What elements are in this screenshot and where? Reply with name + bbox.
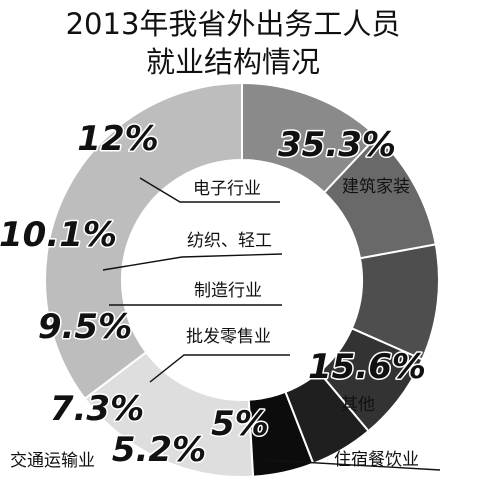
leader-line-5 [149, 354, 290, 383]
category-label-2: 其他 [341, 395, 375, 415]
leader-line-7 [102, 253, 283, 271]
category-label-7: 纺织、轻工 [187, 231, 272, 251]
percentage-label-8: 12% [77, 119, 158, 159]
percentage-label-6: 9.5% [38, 307, 132, 347]
category-label-8: 电子行业 [193, 179, 261, 199]
donut-slice-1 [44, 81, 243, 401]
category-label-5: 批发零售业 [186, 327, 271, 347]
donut-slice-8 [241, 81, 379, 194]
percentage-label-3: 5% [211, 404, 269, 444]
chart-title-line-1: 2013年我省外出务工人员 [66, 7, 401, 41]
leader-lines [102, 177, 441, 471]
category-label-4: 交通运输业 [10, 451, 95, 471]
category-label-1: 建筑家装 [342, 177, 410, 197]
percentage-labels: 35.3% 15.6% 5%5.2%7.3% 9.5% 10.1% 12% [0, 118, 427, 472]
category-label-6: 制造行业 [194, 281, 262, 301]
percentage-label-5: 7.3% [50, 389, 144, 429]
percentage-label-4: 5.2% [112, 430, 206, 470]
leader-line-8 [139, 177, 280, 203]
leader-line-3 [265, 459, 441, 471]
percentage-label-2: 15.6% [308, 347, 426, 387]
percentage-label-1: 35.3% [278, 125, 396, 165]
percentage-label-7: 10.1% [0, 215, 117, 255]
category-label-3: 住宿餐饮业 [334, 450, 419, 470]
chart-title-line-2: 就业结构情况 [146, 45, 320, 79]
donut-slices [44, 81, 440, 478]
